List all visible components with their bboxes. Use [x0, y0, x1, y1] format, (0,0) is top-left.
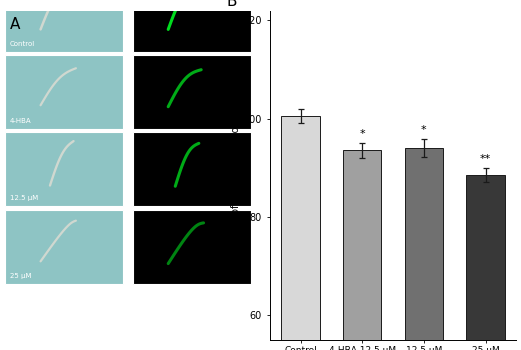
Bar	[5, 132, 123, 206]
Bar	[5, 55, 123, 129]
Text: A: A	[10, 17, 20, 32]
Text: B: B	[226, 0, 237, 9]
Bar	[133, 0, 251, 51]
Text: *: *	[421, 125, 427, 135]
Bar	[133, 132, 251, 206]
Bar	[5, 210, 123, 284]
Text: Control: Control	[10, 41, 35, 47]
Bar	[133, 210, 251, 284]
Bar	[281, 116, 320, 350]
Bar	[466, 175, 505, 350]
Y-axis label: Expression of lipofuscin ( % of control ): Expression of lipofuscin ( % of control …	[231, 80, 241, 270]
Bar	[133, 55, 251, 129]
Bar	[5, 0, 123, 51]
Text: **: **	[480, 154, 491, 164]
Bar	[405, 148, 443, 350]
Text: 12.5 μM: 12.5 μM	[10, 195, 39, 201]
Text: *: *	[359, 129, 365, 139]
Text: 4-HBA: 4-HBA	[10, 118, 32, 124]
Bar	[343, 150, 381, 350]
Text: 25 μM: 25 μM	[10, 273, 32, 279]
